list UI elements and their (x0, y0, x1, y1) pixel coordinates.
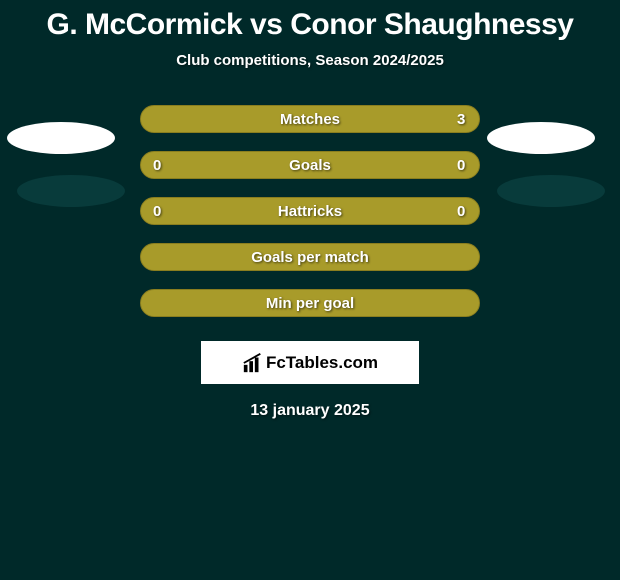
decorative-ellipse (497, 175, 605, 207)
stat-left-value: 0 (153, 203, 163, 220)
stat-right-value: 0 (457, 203, 467, 220)
stat-row: Matches3 (140, 105, 480, 133)
brand-box: FcTables.com (201, 341, 419, 384)
page-title: G. McCormick vs Conor Shaughnessy (0, 0, 620, 42)
bars-chart-icon (242, 352, 264, 374)
stat-row: Goals per match (140, 243, 480, 271)
decorative-ellipse (17, 175, 125, 207)
stat-label: Hattricks (141, 203, 479, 220)
stat-row: Min per goal (140, 289, 480, 317)
subtitle: Club competitions, Season 2024/2025 (0, 52, 620, 69)
stat-label: Matches (141, 111, 479, 128)
stat-label: Min per goal (141, 295, 479, 312)
stat-row: 0Hattricks0 (140, 197, 480, 225)
brand-text: FcTables.com (266, 353, 378, 373)
stat-label: Goals per match (141, 249, 479, 266)
stat-label: Goals (141, 157, 479, 174)
stat-right-value: 0 (457, 157, 467, 174)
stat-left-value: 0 (153, 157, 163, 174)
decorative-ellipse (487, 122, 595, 154)
decorative-ellipse (7, 122, 115, 154)
stat-row: 0Goals0 (140, 151, 480, 179)
date-text: 13 january 2025 (0, 402, 620, 420)
stat-right-value: 3 (457, 111, 467, 128)
